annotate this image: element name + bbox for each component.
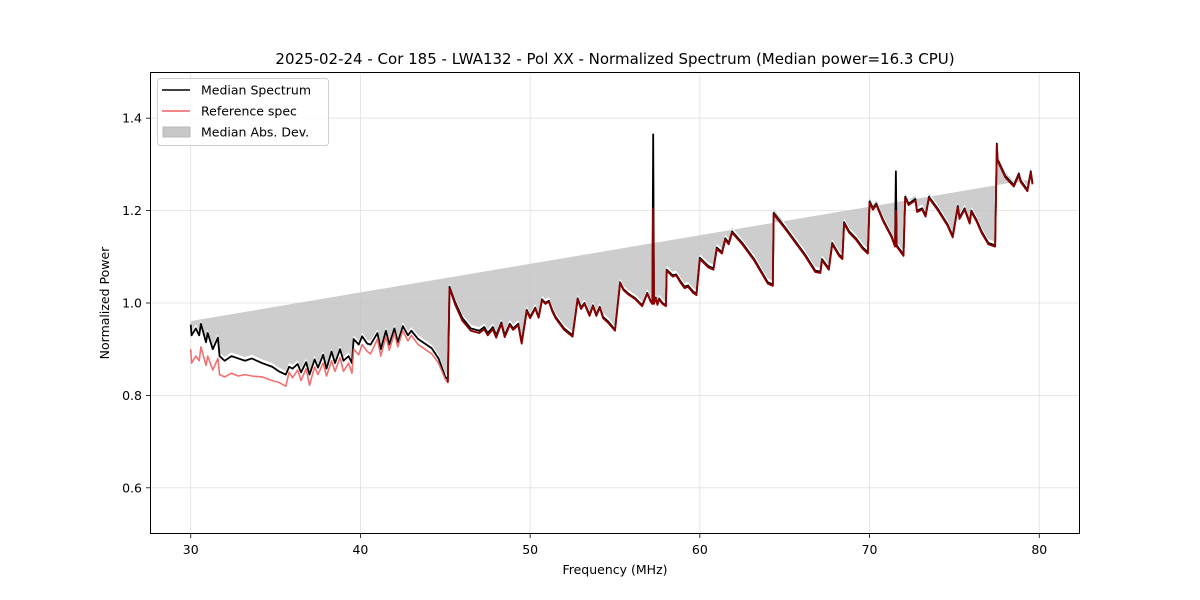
x-axis-ticks: 30 40 50 60 70 80 xyxy=(183,534,1047,557)
y-tick-label: 1.4 xyxy=(122,111,142,126)
legend-median-label: Median Spectrum xyxy=(201,83,311,98)
y-tick-label: 1.2 xyxy=(122,203,142,218)
plot-area xyxy=(189,130,1034,387)
y-tick-label: 1.0 xyxy=(122,296,142,311)
legend-mad-label: Median Abs. Dev. xyxy=(201,125,309,140)
legend-box xyxy=(157,78,329,146)
y-tick-label: 0.8 xyxy=(122,388,142,403)
x-axis-label: Frequency (MHz) xyxy=(562,562,667,577)
overlap-spectrum-line xyxy=(446,144,1034,383)
x-tick-label: 80 xyxy=(1031,542,1047,557)
median-spectrum-line xyxy=(189,133,1034,381)
x-tick-label: 30 xyxy=(183,542,199,557)
legend-reference-label: Reference spec xyxy=(201,104,297,119)
y-axis-label: Normalized Power xyxy=(97,246,112,360)
x-tick-label: 50 xyxy=(522,542,538,557)
legend-mad-patch-icon xyxy=(162,126,191,138)
mad-band xyxy=(190,130,1033,376)
chart-title: 2025-02-24 - Cor 185 - LWA132 - Pol XX -… xyxy=(275,50,954,68)
x-tick-label: 40 xyxy=(352,542,368,557)
x-tick-label: 70 xyxy=(862,542,878,557)
legend: Median Spectrum Reference spec Median Ab… xyxy=(157,78,329,146)
axes-frame xyxy=(150,72,1080,534)
y-axis-ticks: 0.6 0.8 1.0 1.2 1.4 xyxy=(122,111,150,495)
x-tick-label: 60 xyxy=(692,542,708,557)
y-tick-label: 0.6 xyxy=(122,480,142,495)
